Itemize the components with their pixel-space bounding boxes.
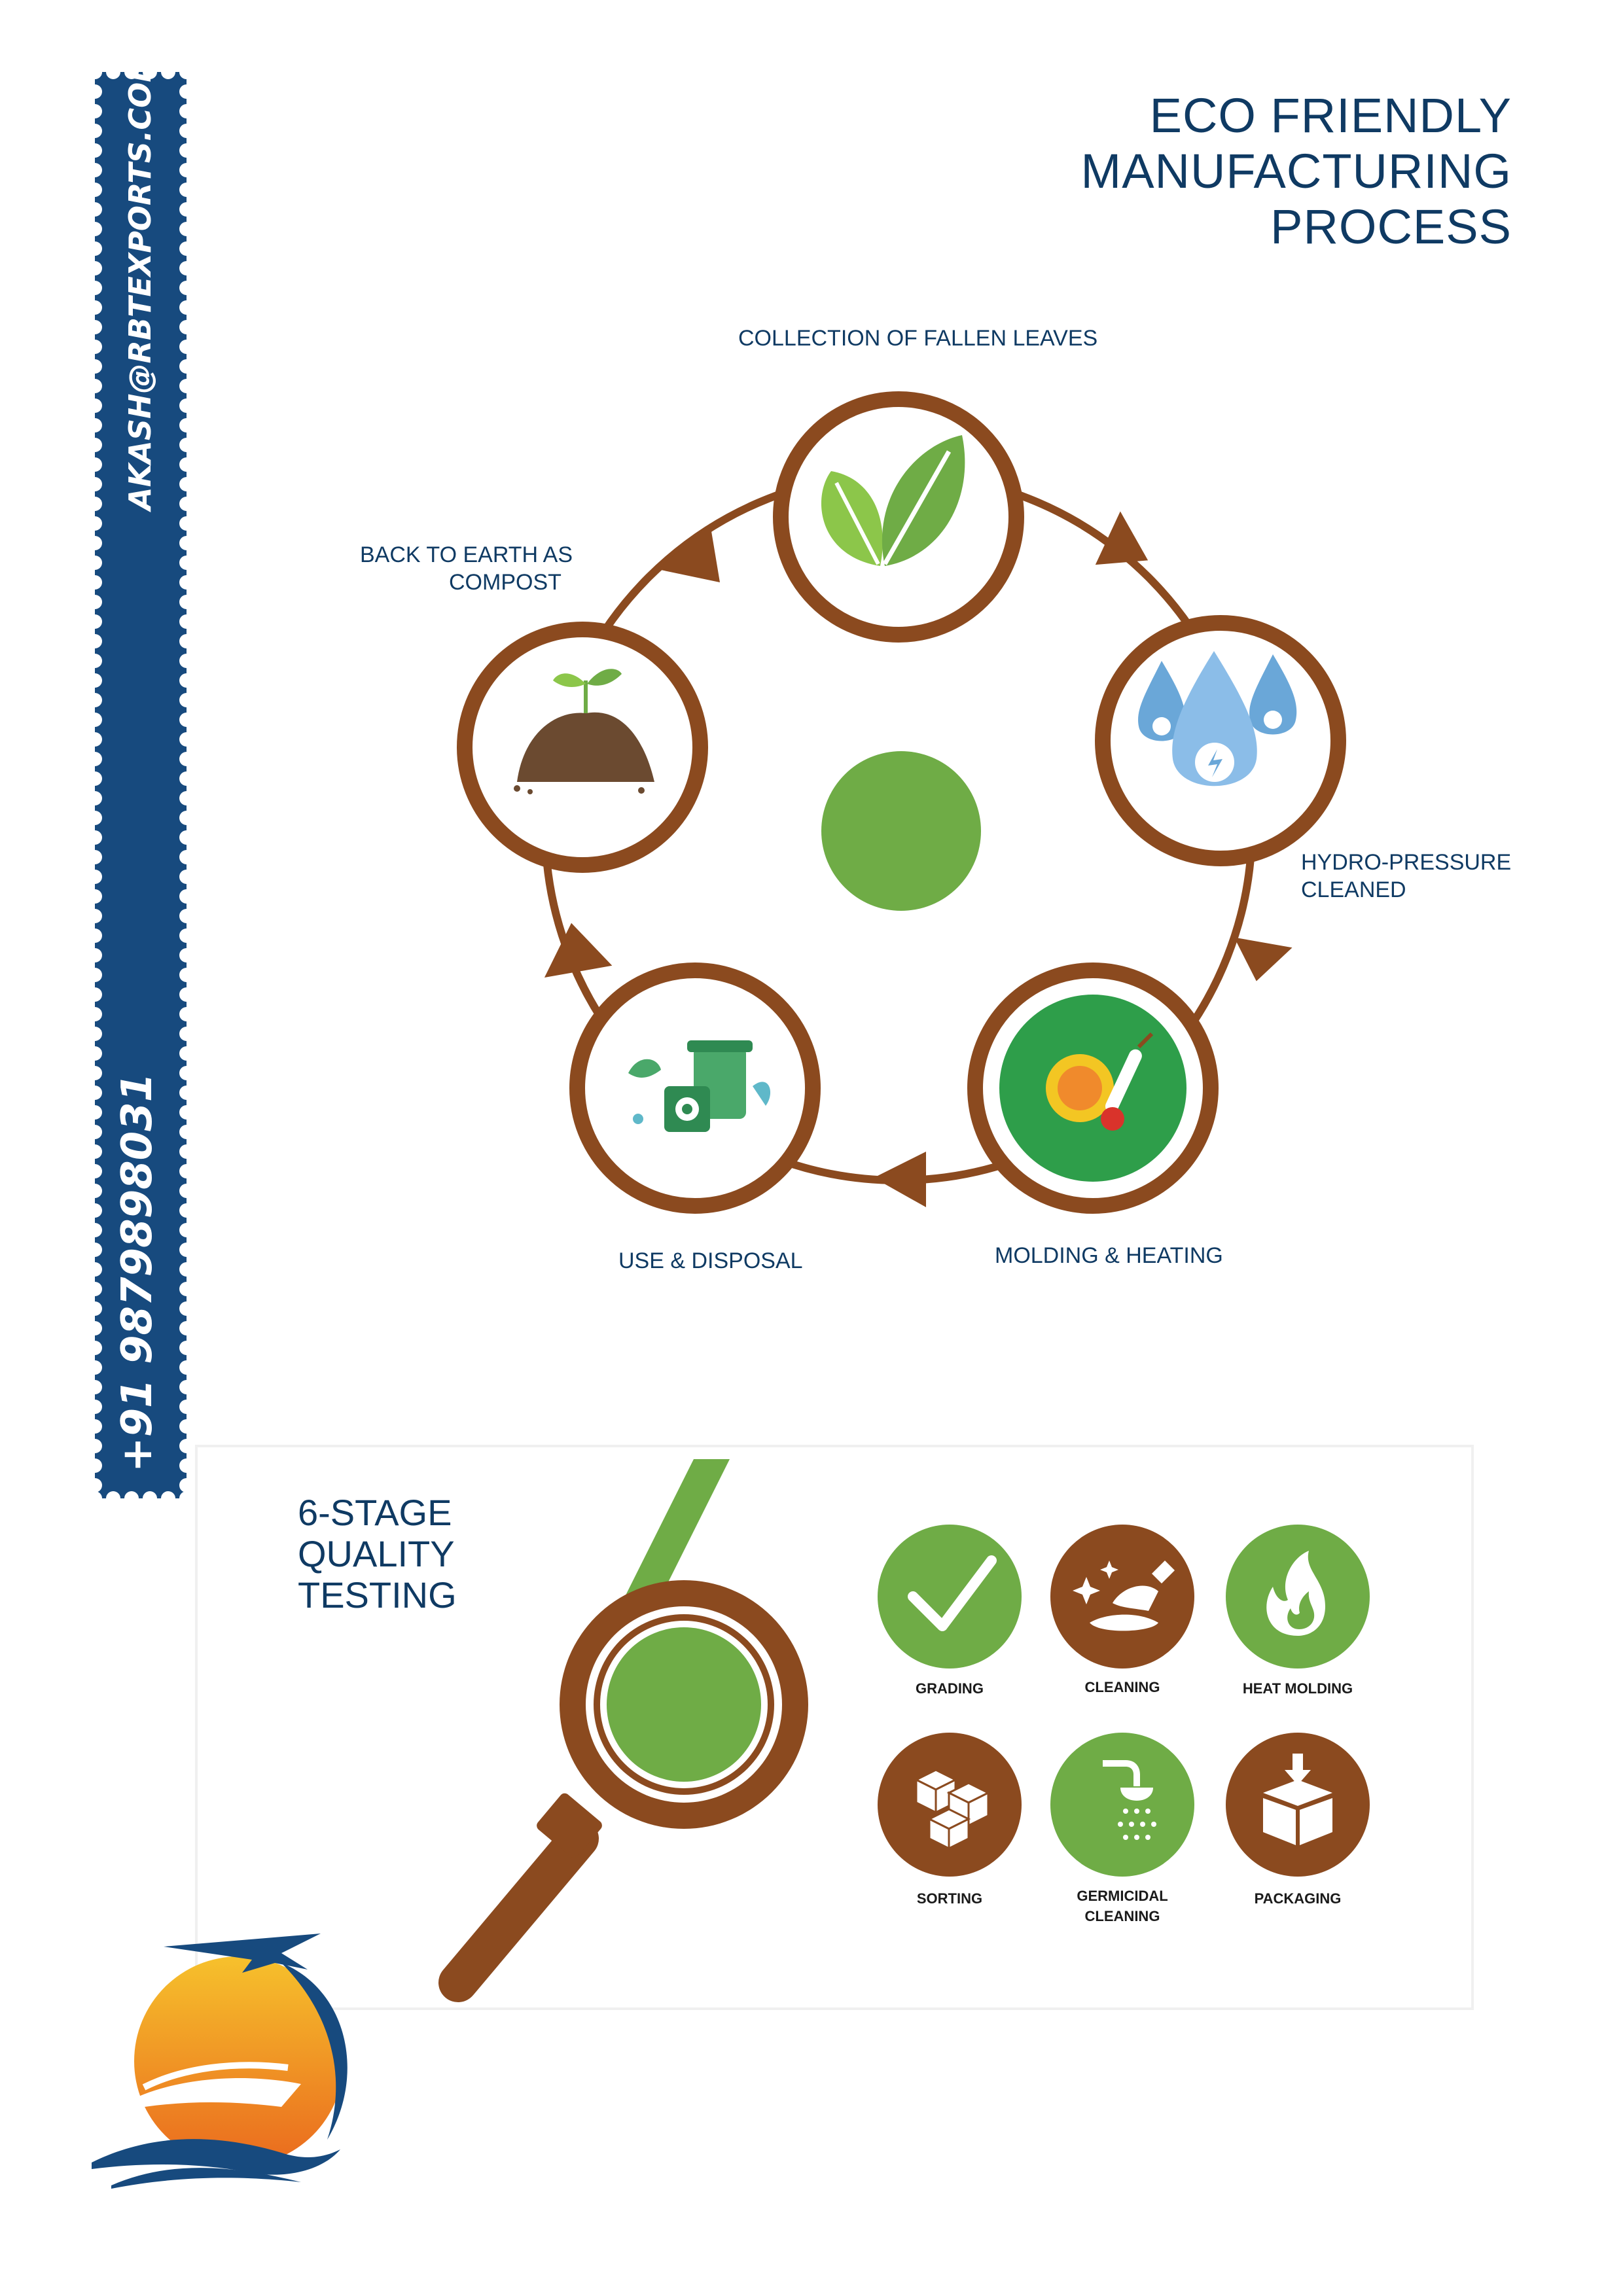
boxes-icon	[914, 1769, 991, 1850]
step-compost	[457, 622, 708, 873]
label-collection: COLLECTION OF FALLEN LEAVES	[738, 326, 1098, 351]
label-compost-1: BACK TO EARTH AS	[360, 542, 573, 567]
stage-cleaning	[1050, 1525, 1194, 1669]
page-title-line-2: MANUFACTURING	[1080, 144, 1512, 198]
label-hydro-1: HYDRO-PRESSURE	[1301, 850, 1512, 875]
page-title-line-1: ECO FRIENDLY	[1149, 88, 1512, 143]
arrow-1	[1095, 511, 1149, 565]
stage-packaging	[1226, 1733, 1370, 1877]
shower-icon	[1103, 1760, 1156, 1840]
arrow-3	[874, 1152, 926, 1207]
stage-grading	[878, 1525, 1022, 1669]
sun-ship-plane-logo	[92, 1934, 348, 2189]
quality-title-line-2: QUALITY	[298, 1533, 455, 1574]
company-logo	[92, 1934, 348, 2189]
center-disc	[821, 751, 981, 911]
page-title-line-3: PROCESS	[1270, 200, 1512, 254]
water-drops-icon	[1138, 651, 1297, 786]
sparkle-cleaning-icon	[1073, 1561, 1175, 1631]
quality-panel	[195, 1445, 1474, 2010]
stamp-border	[88, 65, 193, 1505]
leaves-icon	[821, 435, 965, 566]
quality-graphic	[195, 1445, 1474, 2010]
stage-label-germicidal-1: GERMICIDAL	[1077, 1888, 1168, 1904]
flame-icon	[1266, 1551, 1325, 1636]
stage-label-cleaning: CLEANING	[1084, 1679, 1160, 1695]
step-disposal	[569, 963, 821, 1214]
label-compost-2: COMPOST	[449, 570, 562, 595]
quality-title-line-3: TESTING	[298, 1574, 457, 1616]
label-hydro-2: CLEANED	[1301, 877, 1406, 902]
process-cycle-diagram	[457, 391, 1346, 1214]
stage-germicidal	[1050, 1733, 1194, 1877]
step-molding	[967, 963, 1219, 1214]
recycle-bin-icon	[628, 1040, 771, 1132]
stage-label-packaging: PACKAGING	[1254, 1890, 1342, 1907]
stage-label-grading: GRADING	[916, 1680, 984, 1697]
stage-label-germicidal-2: CLEANING	[1084, 1908, 1160, 1924]
quality-title-line-1: 6-STAGE	[298, 1492, 452, 1533]
stage-label-sorting: SORTING	[916, 1890, 983, 1907]
checkmark-icon	[908, 1555, 997, 1631]
label-disposal: USE & DISPOSAL	[618, 1248, 803, 1273]
arrow-5	[658, 523, 720, 582]
sun-thermometer-icon	[1046, 1032, 1154, 1131]
label-molding: MOLDING & HEATING	[995, 1243, 1223, 1268]
step-collection	[773, 391, 1024, 643]
stage-sorting	[878, 1733, 1022, 1877]
arrow-4	[544, 923, 613, 978]
magnifier-icon	[438, 1580, 808, 2002]
open-box-icon	[1263, 1754, 1332, 1845]
arrow-2	[1234, 937, 1293, 981]
contact-stamp: AKASH@RBTEXPORTS.COM +91 9879898031	[88, 52, 193, 1505]
soil-sprout-icon	[514, 669, 654, 794]
stage-heat-molding	[1226, 1525, 1370, 1669]
stage-label-heat-molding: HEAT MOLDING	[1242, 1680, 1353, 1697]
step-hydro	[1095, 615, 1346, 866]
